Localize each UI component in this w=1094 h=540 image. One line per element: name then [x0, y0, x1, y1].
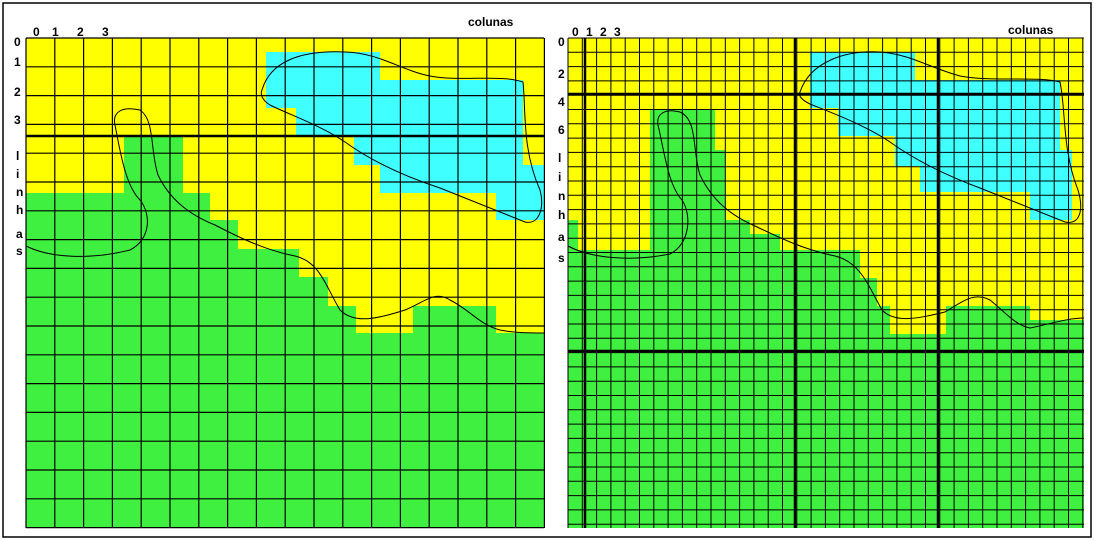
column-number: 2	[600, 25, 607, 39]
land-patch	[26, 220, 40, 250]
coarse-grid-lines	[25, 37, 546, 529]
row-axis-letter: n	[558, 189, 565, 203]
row-axis-letter: n	[16, 185, 23, 199]
row-axis-letter: a	[16, 227, 23, 241]
row-axis-letter: i	[16, 167, 19, 181]
row-number: 2	[558, 67, 565, 81]
row-number: 2	[14, 85, 21, 99]
row-number: 0	[14, 35, 21, 49]
column-number: 1	[586, 25, 593, 39]
row-number: 6	[558, 123, 565, 137]
column-number: 0	[33, 25, 40, 39]
row-axis-letter: a	[558, 230, 565, 244]
row-number: 0	[558, 35, 565, 49]
coast-contour	[25, 108, 545, 334]
row-axis-letter: l	[558, 151, 561, 165]
column-number: 3	[102, 25, 109, 39]
land-patch	[568, 220, 578, 250]
coast-contour	[567, 110, 1085, 329]
water-contour	[799, 51, 1082, 223]
row-number: 3	[14, 113, 21, 127]
fine-grid-panel: colunas 0 1 2 3 0 2 4 6 l i n h a s	[558, 23, 1085, 528]
row-axis-letter: s	[558, 251, 565, 265]
column-number: 0	[572, 25, 579, 39]
row-number: 4	[558, 95, 565, 109]
column-number: 2	[77, 25, 84, 39]
row-axis-letter: h	[16, 203, 23, 217]
thick-subdivision-lines	[568, 38, 1084, 528]
columns-label: colunas	[1008, 23, 1054, 37]
column-number: 1	[52, 25, 59, 39]
row-axis-letter: s	[16, 244, 23, 258]
row-axis-letter: h	[558, 208, 565, 222]
coarse-grid-panel: colunas 0 1 2 3 0 1 2 3 l i n h a s	[14, 15, 546, 529]
columns-label: colunas	[468, 15, 514, 29]
column-number: 3	[614, 25, 621, 39]
water-contour	[260, 51, 543, 223]
row-axis-letter: i	[558, 170, 561, 184]
row-number: 1	[14, 55, 21, 69]
fine-grid-lines	[567, 37, 1084, 528]
row-axis-letter: l	[16, 149, 19, 163]
